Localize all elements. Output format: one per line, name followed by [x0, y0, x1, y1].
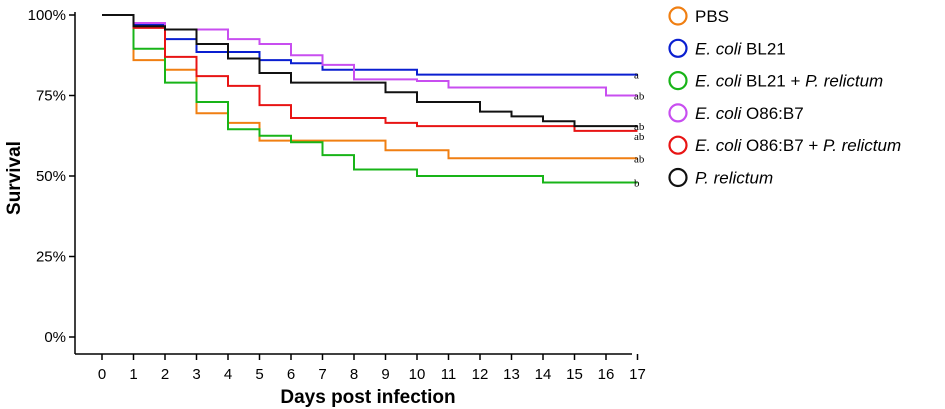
legend-label-part: PBS [695, 7, 729, 26]
significance-label: ab [634, 153, 645, 165]
x-tick-label: 6 [287, 366, 295, 383]
legend-label: E. coli BL21 + P. relictum [695, 72, 883, 91]
x-tick-label: 14 [535, 366, 552, 383]
legend-label-part: E. coli [695, 136, 743, 155]
legend-item: PBS [668, 6, 729, 26]
legend-label: P. relictum [695, 169, 773, 188]
series-lines [102, 14, 638, 184]
x-tick-label: 2 [161, 366, 169, 383]
significance-label: ab [634, 131, 645, 143]
x-tick-label: 12 [472, 366, 489, 383]
legend-swatch [668, 6, 688, 26]
legend-label: E. coli BL21 [695, 39, 786, 58]
significance-label: a [634, 70, 639, 82]
legend-label: E. coli O86:B7 [695, 104, 804, 123]
legend-item: E. coli O86:B7 + P. relictum [668, 135, 901, 155]
legend-label-part: E. coli [695, 104, 743, 123]
legend-label-part: P. relictum [805, 72, 883, 91]
legend-label-part: BL21 [741, 39, 785, 58]
legend-swatch [668, 38, 688, 58]
legend-swatch [668, 135, 688, 155]
x-tick-label: 0 [98, 366, 106, 383]
legend-label: PBS [695, 7, 729, 26]
x-axis-title: Days post infection [280, 387, 455, 408]
y-axis-title: Survival [4, 141, 25, 215]
x-tick-label: 1 [129, 366, 137, 383]
legend-label-part: E. coli [695, 72, 743, 91]
y-tick-label: 25% [36, 249, 66, 266]
legend-item: P. relictum [668, 167, 773, 188]
legend-label-part: E. coli [695, 39, 743, 58]
y-ticks: 0% 25% 50% 75% 100% [28, 7, 75, 346]
significance-label: ab [634, 121, 645, 133]
x-tick-label: 10 [409, 366, 426, 383]
x-tick-label: 8 [350, 366, 358, 383]
significance-label: ab [634, 91, 645, 103]
x-tick-label: 11 [441, 366, 457, 383]
legend-swatch [668, 167, 688, 188]
legend-label-part: O86:B7 [741, 104, 803, 123]
legend-label-part: BL21 + [741, 72, 805, 91]
series-line [102, 14, 638, 184]
x-tick-label: 9 [381, 366, 389, 383]
series-line [102, 14, 638, 76]
y-tick-label: 0% [44, 329, 66, 346]
x-tick-label: 13 [503, 366, 520, 383]
significance-label: b [634, 177, 640, 189]
legend-item: E. coli BL21 [668, 38, 786, 58]
x-tick-label: 5 [255, 366, 263, 383]
legend-item: E. coli O86:B7 [668, 103, 804, 123]
y-tick-label: 50% [36, 168, 66, 185]
x-tick-label: 16 [598, 366, 615, 383]
legend-swatch [668, 70, 688, 91]
legend-label-part: P. relictum [695, 169, 773, 188]
series-line [102, 14, 638, 132]
legend-item: E. coli BL21 + P. relictum [668, 70, 883, 91]
series-line [102, 14, 638, 128]
x-tick-label: 3 [192, 366, 200, 383]
x-tick-label: 4 [224, 366, 232, 383]
legend-label-part: O86:B7 + [741, 136, 823, 155]
y-tick-label: 75% [36, 88, 66, 105]
y-tick-label: 100% [28, 7, 66, 24]
legend-swatch [668, 103, 688, 123]
x-ticks: 0 1 2 3 4 5 6 7 8 9 10 11 12 13 14 15 16 17 [98, 354, 646, 383]
x-tick-label: 17 [629, 366, 646, 383]
x-tick-label: 15 [566, 366, 583, 383]
legend-label: E. coli O86:B7 + P. relictum [695, 136, 901, 155]
x-tick-label: 7 [318, 366, 326, 383]
legend-label-part: P. relictum [823, 136, 901, 155]
